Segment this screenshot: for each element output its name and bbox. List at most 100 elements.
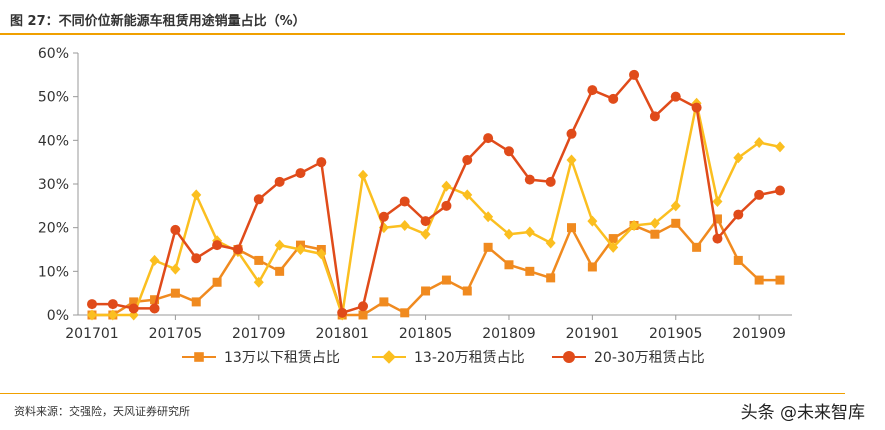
- legend-label: 13-20万租赁占比: [414, 350, 525, 366]
- data-point: [400, 308, 410, 318]
- legend-marker: [563, 351, 575, 363]
- x-tick-label: 201901: [566, 326, 619, 340]
- data-point: [754, 189, 765, 200]
- data-point: [191, 189, 202, 201]
- legend-swatch: [372, 350, 406, 364]
- data-point: [733, 255, 743, 265]
- data-point: [754, 137, 765, 149]
- y-tick-label: 60%: [38, 46, 69, 62]
- chart-legend: 13万以下租赁占比 13-20万租赁占比 20-30万租赁占比: [0, 342, 885, 372]
- data-point: [483, 133, 494, 144]
- data-point: [587, 262, 597, 272]
- data-point: [107, 299, 118, 310]
- data-point: [254, 255, 264, 265]
- data-point: [670, 200, 681, 212]
- title-divider: [0, 33, 845, 35]
- data-point: [212, 240, 223, 251]
- data-point: [712, 195, 723, 207]
- page-title: 图 27：不同价位新能源车租赁用途销量占比（%）: [10, 14, 306, 29]
- data-point: [566, 154, 577, 166]
- data-point: [274, 239, 285, 251]
- data-point: [503, 228, 514, 240]
- data-point: [295, 244, 306, 255]
- data-point: [128, 303, 139, 314]
- watermark: 头条 @未来智库: [740, 403, 865, 423]
- legend-swatch: [552, 351, 586, 363]
- data-point: [337, 307, 348, 318]
- data-point: [149, 303, 160, 314]
- data-point: [275, 266, 285, 276]
- data-point: [379, 297, 389, 307]
- data-point: [87, 309, 97, 321]
- data-point: [358, 169, 369, 181]
- y-tick-label: 20%: [38, 221, 69, 237]
- x-tick-label: 201805: [399, 326, 452, 340]
- source-note: 资料来源：交强险，天风证券研究所: [14, 405, 190, 418]
- data-point: [170, 288, 180, 298]
- data-point: [587, 215, 598, 227]
- data-point: [524, 226, 535, 238]
- data-point: [483, 242, 493, 252]
- data-point: [295, 168, 306, 179]
- data-point: [87, 299, 97, 310]
- series-line: [92, 217, 780, 317]
- data-point: [421, 286, 431, 296]
- data-point: [775, 141, 785, 153]
- legend-item: 13万以下租赁占比: [182, 342, 340, 372]
- series-3: [87, 69, 785, 318]
- data-point: [483, 211, 494, 223]
- data-point: [608, 241, 619, 253]
- legend-item: 13-20万租赁占比: [372, 342, 525, 372]
- x-tick-label: 201809: [482, 326, 535, 340]
- data-point: [712, 214, 722, 224]
- chart-axes: 0% 10% 20% 30% 40% 50% 60% 201701 201705 201709 20…: [38, 46, 792, 340]
- data-point: [462, 189, 473, 201]
- data-point: [692, 242, 702, 252]
- data-point: [775, 185, 785, 196]
- data-point: [399, 219, 410, 231]
- legend-label: 20-30万租赁占比: [594, 350, 705, 366]
- line-chart: 0% 10% 20% 30% 40% 50% 60% 201701 201705 201709 20…: [38, 46, 792, 340]
- data-point: [253, 276, 264, 288]
- data-point: [150, 295, 160, 305]
- data-point: [191, 297, 201, 307]
- data-point: [649, 111, 660, 122]
- data-point: [608, 93, 619, 104]
- data-point: [170, 263, 181, 275]
- source-divider: [0, 393, 845, 394]
- data-point: [670, 91, 681, 102]
- series-1: [87, 214, 785, 320]
- data-point: [754, 275, 764, 285]
- legend-swatch: [182, 352, 216, 362]
- data-point: [420, 216, 431, 227]
- x-tick-label: 201705: [149, 326, 202, 340]
- data-point: [462, 286, 472, 296]
- data-point: [649, 217, 660, 229]
- data-point: [566, 128, 577, 139]
- data-point: [358, 301, 369, 312]
- data-point: [775, 275, 785, 285]
- y-tick-label: 10%: [38, 264, 69, 280]
- legend-item: 20-30万租赁占比: [552, 342, 705, 372]
- data-point: [733, 152, 744, 164]
- x-tick-label: 201701: [65, 326, 118, 340]
- data-point: [129, 297, 139, 307]
- legend-marker: [382, 350, 396, 364]
- data-point: [691, 102, 702, 113]
- data-point: [316, 157, 327, 168]
- data-point: [149, 254, 160, 266]
- data-point: [567, 223, 577, 233]
- data-point: [503, 146, 514, 157]
- data-point: [733, 209, 744, 220]
- y-tick-label: 40%: [38, 133, 69, 149]
- data-point: [232, 244, 243, 255]
- legend-label: 13万以下租赁占比: [224, 350, 340, 366]
- y-tick-label: 0%: [47, 308, 69, 324]
- x-tick-label: 201909: [732, 326, 785, 340]
- data-point: [629, 219, 640, 231]
- data-point: [545, 176, 556, 187]
- data-point: [316, 248, 327, 260]
- data-point: [650, 229, 660, 239]
- data-point: [253, 194, 264, 205]
- data-point: [441, 275, 451, 285]
